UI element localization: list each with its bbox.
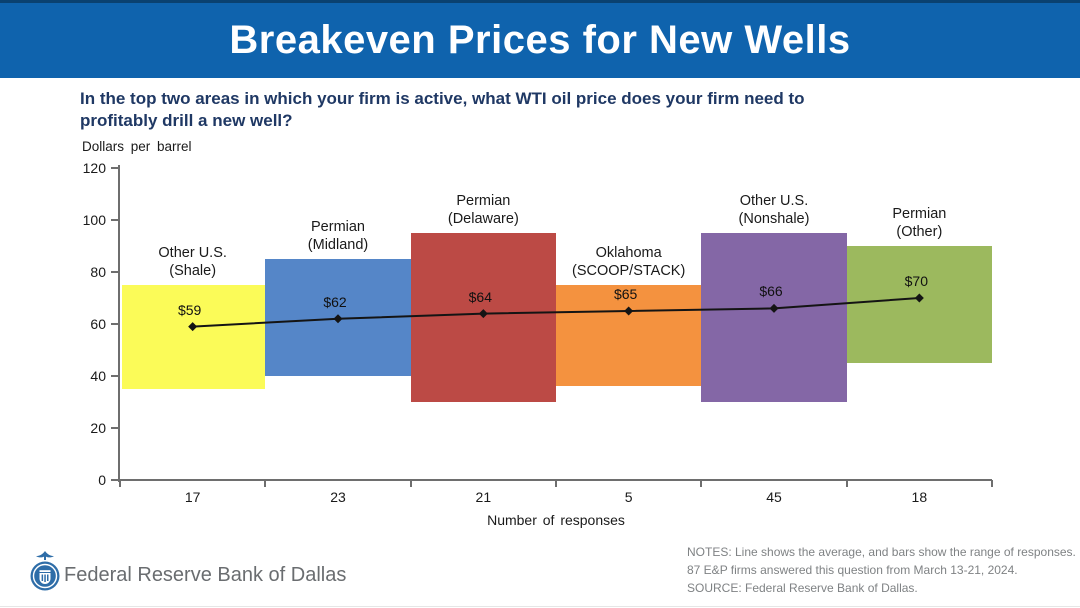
y-axis-line [118,165,120,482]
x-axis-title: Number of responses [487,512,625,528]
y-tick-mark [111,219,118,221]
bottom-divider [0,606,1080,607]
category-label: Permian (Delaware) [393,192,573,228]
y-tick-label: 20 [90,420,106,436]
category-label-line: (SCOOP/STACK) [571,263,686,279]
response-count: 18 [911,489,928,505]
average-marker [188,322,198,332]
average-value-label: $59 [177,301,202,318]
y-tick-mark [111,167,118,169]
page-title: Breakeven Prices for New Wells [229,18,851,62]
response-count: 21 [475,489,492,505]
response-count: 17 [184,489,201,505]
y-tick-label: 60 [90,316,106,332]
category-label-line: (Shale) [169,263,217,279]
y-tick-mark [111,271,118,273]
category-label-line: Permian [311,219,365,235]
y-tick-label: 0 [98,472,106,488]
average-marker [624,306,634,316]
category-label-line: Other U.S. [158,245,227,261]
notes-line: 87 E&P firms answered this question from… [687,563,1018,577]
y-tick-mark [111,427,118,429]
category-label: Permian (Other) [829,205,1009,241]
x-tick-mark [409,480,412,487]
category-label: Other U.S. (Shale) [103,244,283,280]
notes-line: NOTES: Line shows the average, and bars … [687,545,1076,559]
y-tick-label: 80 [90,264,106,280]
category-label-line: (Nonshale) [738,211,810,227]
survey-question-line1: In the top two areas in which your firm … [80,89,805,108]
x-tick-mark [264,480,267,487]
y-tick-label: 40 [90,368,106,384]
y-tick-mark [111,375,118,377]
x-tick-mark [555,480,557,487]
average-value-label: $65 [613,286,638,302]
y-tick-mark [111,479,118,481]
average-value-label: $70 [904,273,928,289]
average-line [192,297,920,328]
x-tick-mark [991,480,993,487]
range-bar [556,285,702,387]
range-bar [122,285,266,389]
y-tick-label: 120 [82,160,106,176]
average-marker [478,309,488,319]
category-label-line: Oklahoma [595,245,662,261]
federal-reserve-seal-icon [30,551,60,591]
response-count: 45 [766,489,782,505]
title-banner: Breakeven Prices for New Wells [0,0,1080,78]
survey-question-line2: profitably drill a new well? [80,111,293,130]
category-label-line: Other U.S. [739,193,809,209]
category-label: Other U.S. (Nonshale) [684,192,864,228]
category-label-line: (Other) [896,224,943,240]
average-value-label: $66 [759,283,783,300]
notes-line: SOURCE: Federal Reserve Bank of Dallas. [687,581,918,595]
y-axis-unit-label: Dollars per barrel [82,139,192,154]
chart-notes: NOTES: Line shows the average, and bars … [687,543,1077,597]
category-label: Oklahoma (SCOOP/STACK) [539,244,719,280]
average-marker [769,303,779,313]
average-marker [914,293,924,303]
average-value-label: $64 [468,288,492,305]
eagle-icon [36,551,54,560]
response-count: 23 [330,489,346,505]
y-tick-label: 100 [82,212,106,228]
footer-brand-text: Federal Reserve Bank of Dallas [64,564,347,586]
category-label-line: (Midland) [307,237,369,253]
range-bar [846,246,992,363]
category-label: Permian (Midland) [248,218,428,254]
category-label-line: Permian [892,206,947,222]
x-tick-mark [119,480,121,487]
average-value-label: $62 [323,293,347,310]
x-tick-mark [700,480,703,487]
category-label-line: Permian [456,193,511,209]
survey-question: In the top two areas in which your firm … [80,88,980,132]
y-tick-mark [111,323,118,325]
response-count: 5 [624,489,633,505]
average-marker [333,314,343,324]
category-label-line: (Delaware) [447,211,519,227]
range-bar [701,233,847,402]
x-tick-mark [845,480,848,487]
